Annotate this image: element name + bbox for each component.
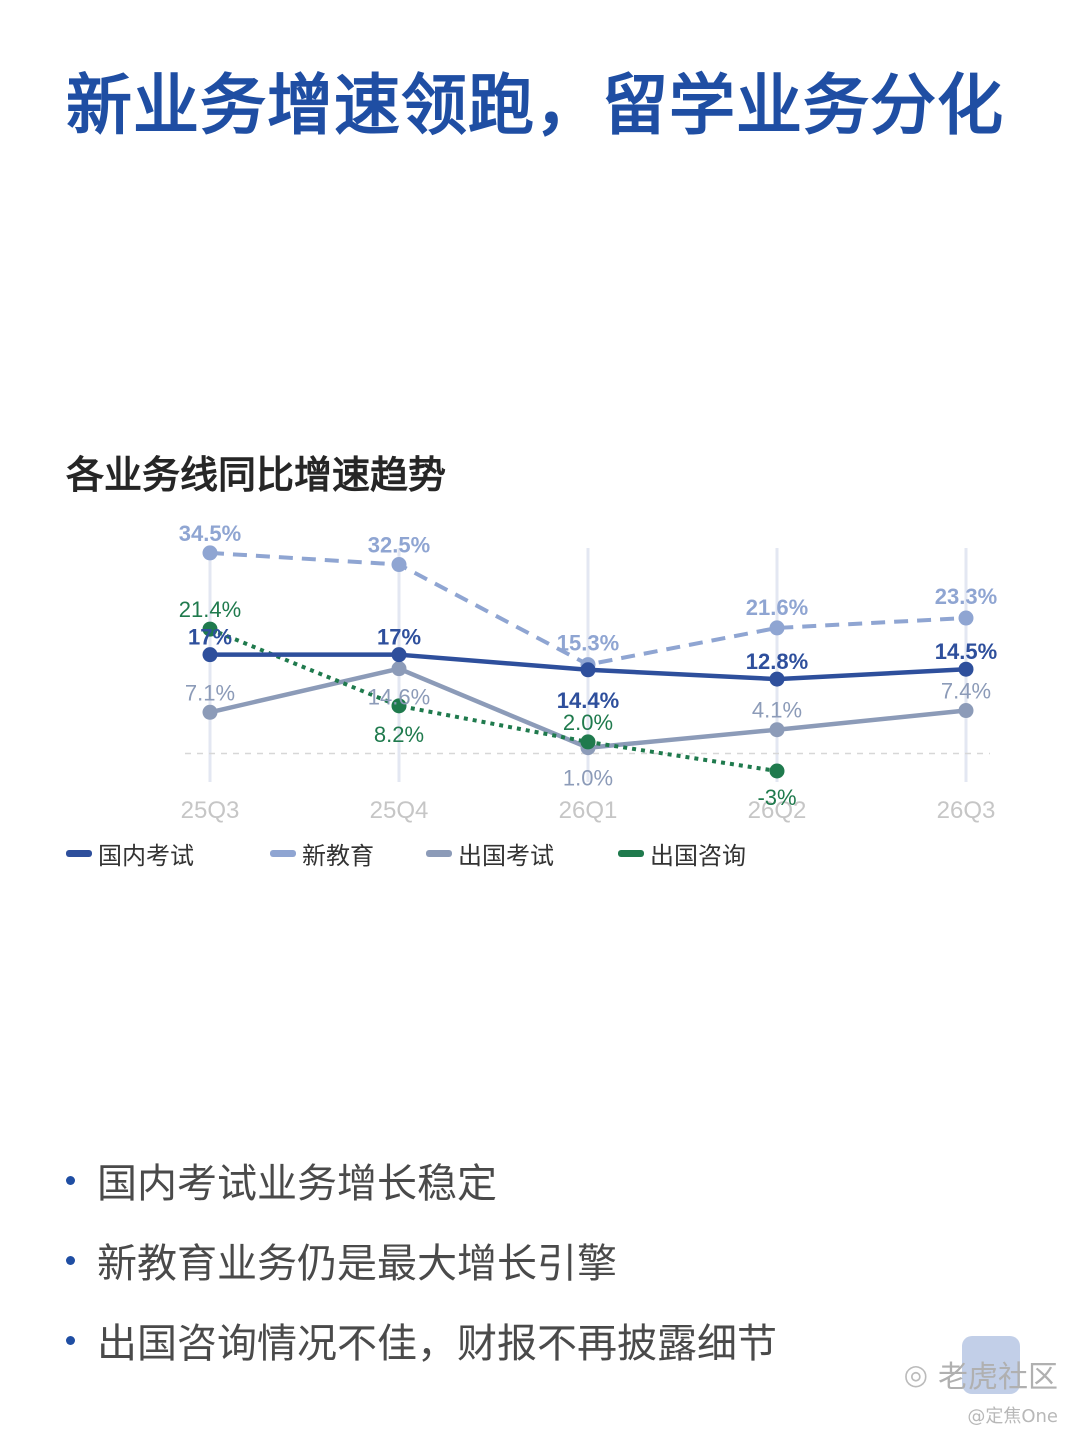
data-label: 8.2% xyxy=(374,722,424,747)
series-line xyxy=(209,627,778,773)
data-label: 17% xyxy=(377,625,421,650)
list-item: 新教育业务仍是最大增长引擎 xyxy=(66,1230,777,1290)
bullet-dot xyxy=(66,1255,75,1265)
bullet-text: 国内考试业务增长稳定 xyxy=(97,1161,497,1207)
watermark-main: 老虎社区 xyxy=(938,1360,1058,1395)
data-label: 32.5% xyxy=(368,533,430,558)
data-label: 14.5% xyxy=(935,639,997,664)
legend-item-chuguo-zixun: 出国咨询 xyxy=(618,836,746,871)
data-label: 21.4% xyxy=(179,597,241,622)
watermark-sub: @定焦One xyxy=(967,1406,1058,1427)
data-point xyxy=(580,734,596,750)
x-tick-label: 26Q2 xyxy=(748,797,807,824)
data-label: 15.3% xyxy=(557,631,619,656)
watermark: ◎ 老虎社区 @定焦One xyxy=(904,1352,1058,1428)
legend-label: 出国咨询 xyxy=(650,842,746,870)
x-tick-label: 25Q4 xyxy=(370,797,429,824)
data-label: 14.6% xyxy=(368,685,430,710)
bullet-dot xyxy=(66,1335,75,1345)
list-item: 出国咨询情况不佳，财报不再披露细节 xyxy=(66,1310,777,1370)
data-point xyxy=(202,704,218,720)
data-label: 4.1% xyxy=(752,698,802,723)
legend-swatch xyxy=(270,850,296,857)
data-label: 23.3% xyxy=(935,584,997,609)
takeaway-list: 国内考试业务增长稳定 新教育业务仍是最大增长引擎 出国咨询情况不佳，财报不再披露… xyxy=(66,1150,777,1390)
legend-swatch xyxy=(66,850,92,857)
legend-label: 国内考试 xyxy=(98,842,194,870)
data-point xyxy=(202,647,218,663)
legend-item-chuguo-kaoshi: 出国考试 xyxy=(426,836,554,871)
data-point xyxy=(202,545,218,561)
data-label: 21.6% xyxy=(746,595,808,620)
data-point xyxy=(958,661,974,677)
data-point xyxy=(769,620,785,636)
data-label: 7.4% xyxy=(941,679,991,704)
data-label: 34.5% xyxy=(179,521,241,546)
legend-swatch xyxy=(618,850,644,857)
chart-title: 各业务线同比增速趋势 xyxy=(66,453,447,497)
x-tick-label: 25Q3 xyxy=(181,797,240,824)
bullet-text: 新教育业务仍是最大增长引擎 xyxy=(97,1241,617,1287)
watermark-logo xyxy=(962,1336,1020,1394)
data-point xyxy=(958,703,974,719)
data-label: 1.0% xyxy=(563,766,613,791)
legend-label: 出国考试 xyxy=(458,842,554,870)
list-item: 国内考试业务增长稳定 xyxy=(66,1150,777,1210)
x-tick-label: 26Q3 xyxy=(937,797,996,824)
data-label: 14.4% xyxy=(557,688,619,713)
data-point xyxy=(391,557,407,573)
legend-item-guonei-kaoshi: 国内考试 xyxy=(66,836,194,871)
data-point xyxy=(391,698,407,714)
data-label: 7.1% xyxy=(185,680,235,705)
data-point xyxy=(769,671,785,687)
legend-label: 新教育 xyxy=(302,842,374,870)
line-chart: 25Q3 25Q4 26Q1 26Q2 26Q3 17% 17% 14.4% 12.8% 14.5… xyxy=(179,521,997,824)
data-label: 12.8% xyxy=(746,649,808,674)
tiger-community-icon: ◎ xyxy=(903,1357,928,1391)
data-point xyxy=(580,662,596,678)
data-label: 17% xyxy=(188,625,232,650)
x-tick-label: 26Q1 xyxy=(559,797,618,824)
page-title: 新业务增速领跑，留学业务分化 xyxy=(66,67,1004,144)
data-point xyxy=(958,610,974,626)
data-point xyxy=(202,621,218,637)
data-label: 2.0% xyxy=(563,710,613,735)
legend-swatch xyxy=(426,850,452,857)
legend-item-xin-jiaoyu: 新教育 xyxy=(270,836,374,871)
data-label: -3% xyxy=(757,785,796,810)
bullet-dot xyxy=(66,1175,75,1185)
data-point xyxy=(391,647,407,663)
data-point xyxy=(769,763,785,779)
bullet-text: 出国咨询情况不佳，财报不再披露细节 xyxy=(97,1321,777,1367)
data-point xyxy=(769,722,785,738)
data-point xyxy=(391,661,407,677)
